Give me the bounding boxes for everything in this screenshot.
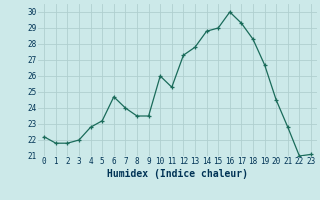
X-axis label: Humidex (Indice chaleur): Humidex (Indice chaleur) [107,169,248,179]
